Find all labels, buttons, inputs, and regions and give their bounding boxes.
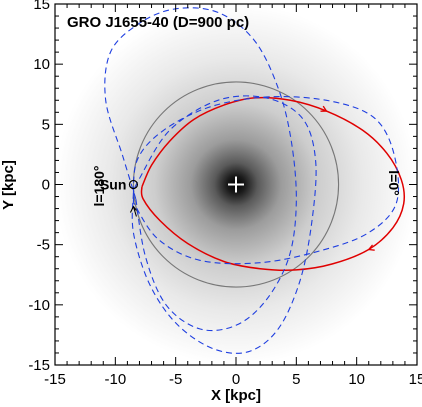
y-tick-label: -15 (28, 357, 50, 374)
orbit-direction-arrow-1 (367, 244, 375, 251)
sun-marker (128, 179, 139, 217)
y-tick-label: 5 (42, 116, 50, 133)
x-tick-label: 15 (409, 371, 422, 388)
solar-circle (132, 81, 340, 288)
x-tick-label: 5 (292, 371, 300, 388)
y-tick-label: 0 (42, 177, 50, 194)
orbit-line-solid-0 (140, 96, 406, 271)
x-tick-label: -5 (169, 371, 182, 388)
galactic-center-marker (228, 176, 244, 193)
y-tick-label: -5 (37, 237, 50, 254)
y-tick-label: -10 (28, 297, 50, 314)
orbit-line-dashed-2 (132, 95, 400, 265)
x-tick-label: 0 (232, 371, 240, 388)
orbit-series (104, 7, 406, 354)
orbit-line-dashed-3 (131, 95, 317, 354)
chart-title: GRO J1655-40 (D=900 pc) (67, 14, 249, 31)
x-tick-label: -10 (104, 371, 126, 388)
orbit-line-dashed-1 (104, 7, 297, 332)
sun-circle (128, 179, 139, 190)
axis-ticks: -15 -10 -5 0 5 10 15 -15 -10 -5 0 5 10 15 (28, 0, 422, 388)
x-axis-title: X [kpc] (211, 387, 261, 404)
annotation-l0: l=0° (386, 170, 402, 195)
y-axis-title: Y [kpc] (0, 160, 17, 210)
orbit-direction-arrow-0 (320, 105, 328, 112)
annotation-l180: l=180° (91, 165, 107, 206)
sun-label: Sun (100, 177, 126, 193)
center-cross (228, 176, 244, 193)
sun-velocity-arrow (129, 205, 137, 217)
y-tick-label: 15 (33, 0, 50, 13)
y-tick-label: 10 (33, 56, 50, 73)
x-tick-label: 10 (348, 371, 365, 388)
x-tick-label: -15 (44, 371, 66, 388)
